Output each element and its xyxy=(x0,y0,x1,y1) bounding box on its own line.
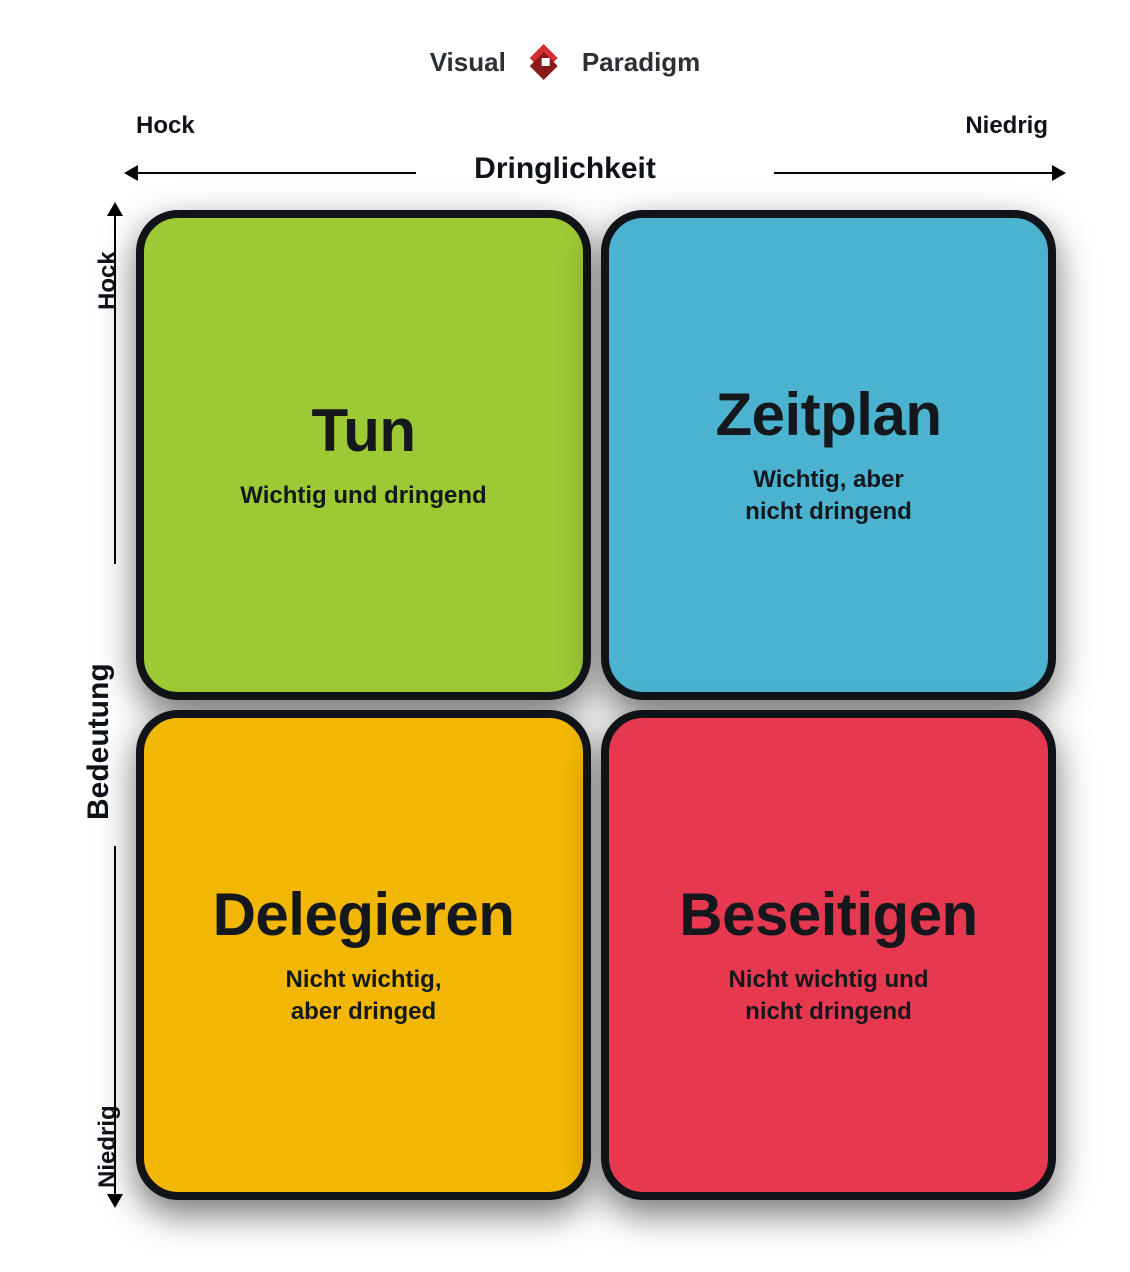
eisenhower-matrix-canvas: Visual Paradigm Hock Niedrig Dringlichke… xyxy=(0,0,1130,1272)
quadrant-subtitle: Nicht wichtig und nicht dringend xyxy=(729,964,929,1026)
y-axis-low-label: Niedrig xyxy=(94,1105,122,1188)
y-axis-high-label: Hock xyxy=(94,251,122,310)
x-axis-low-label: Niedrig xyxy=(965,112,1048,140)
quadrant-beseitigen: Beseitigen Nicht wichtig und nicht dring… xyxy=(601,710,1056,1200)
quadrant-subtitle: Wichtig und dringend xyxy=(240,480,486,511)
quadrant-subtitle: Wichtig, aber nicht dringend xyxy=(745,464,912,526)
x-axis-high-label: Hock xyxy=(136,112,195,140)
brand-text-left: Visual xyxy=(430,47,506,78)
x-axis-title: Dringlichkeit xyxy=(474,152,656,186)
y-axis-arrow-down xyxy=(114,846,116,1196)
quadrant-title: Tun xyxy=(312,399,416,462)
quadrant-subtitle: Nicht wichtig, aber dringed xyxy=(286,964,442,1026)
brand-text-right: Paradigm xyxy=(582,47,701,78)
quadrant-tun: Tun Wichtig und dringend xyxy=(136,210,591,700)
y-axis-title: Bedeutung xyxy=(82,663,116,820)
visual-paradigm-icon xyxy=(520,38,568,86)
x-axis-arrow-left xyxy=(136,172,416,174)
x-axis-arrow-right xyxy=(774,172,1054,174)
quadrant-delegieren: Delegieren Nicht wichtig, aber dringed xyxy=(136,710,591,1200)
quadrant-title: Delegieren xyxy=(213,883,515,946)
quadrant-zeitplan: Zeitplan Wichtig, aber nicht dringend xyxy=(601,210,1056,700)
y-axis-arrow-up xyxy=(114,214,116,564)
quadrant-title: Zeitplan xyxy=(715,383,941,446)
matrix-grid: Tun Wichtig und dringend Zeitplan Wichti… xyxy=(136,210,1056,1200)
quadrant-title: Beseitigen xyxy=(679,883,977,946)
brand-logo: Visual Paradigm xyxy=(430,38,701,86)
